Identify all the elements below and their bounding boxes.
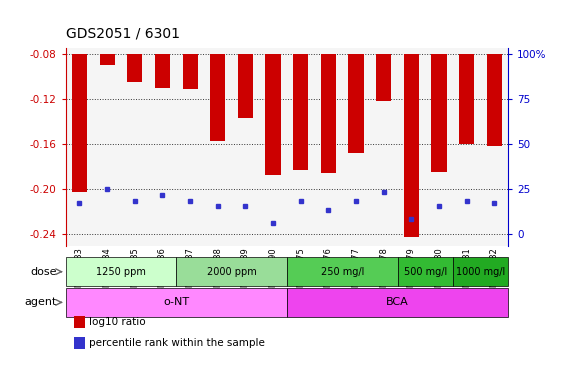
Text: 500 mg/l: 500 mg/l (404, 266, 447, 277)
Bar (453, 257, 508, 286)
Bar (404, 54, 419, 237)
Bar (397, 257, 453, 286)
Text: log10 ratio: log10 ratio (89, 317, 145, 327)
Text: 1250 ppm: 1250 ppm (96, 266, 146, 277)
Bar (155, 54, 170, 88)
Bar (176, 257, 287, 286)
Bar (293, 54, 308, 170)
Bar (348, 54, 364, 153)
Bar (66, 257, 176, 286)
Bar (432, 54, 447, 172)
Bar (183, 54, 198, 89)
Text: agent: agent (25, 297, 57, 308)
Bar (66, 288, 287, 317)
Text: dose: dose (30, 266, 57, 277)
Bar (287, 257, 397, 286)
Bar (238, 54, 253, 118)
Bar (266, 54, 281, 175)
Bar (127, 54, 142, 82)
Text: GDS2051 / 6301: GDS2051 / 6301 (66, 26, 180, 40)
Bar (321, 54, 336, 174)
Bar (210, 54, 226, 141)
Text: 2000 ppm: 2000 ppm (207, 266, 256, 277)
Bar (486, 54, 502, 146)
Text: BCA: BCA (386, 297, 409, 308)
Bar (376, 54, 391, 101)
Bar (99, 54, 115, 65)
Text: 1000 mg/l: 1000 mg/l (456, 266, 505, 277)
Text: o-NT: o-NT (163, 297, 190, 308)
Bar (287, 288, 508, 317)
Text: percentile rank within the sample: percentile rank within the sample (89, 338, 264, 348)
Bar (72, 54, 87, 192)
Bar (459, 54, 475, 144)
Text: 250 mg/l: 250 mg/l (320, 266, 364, 277)
